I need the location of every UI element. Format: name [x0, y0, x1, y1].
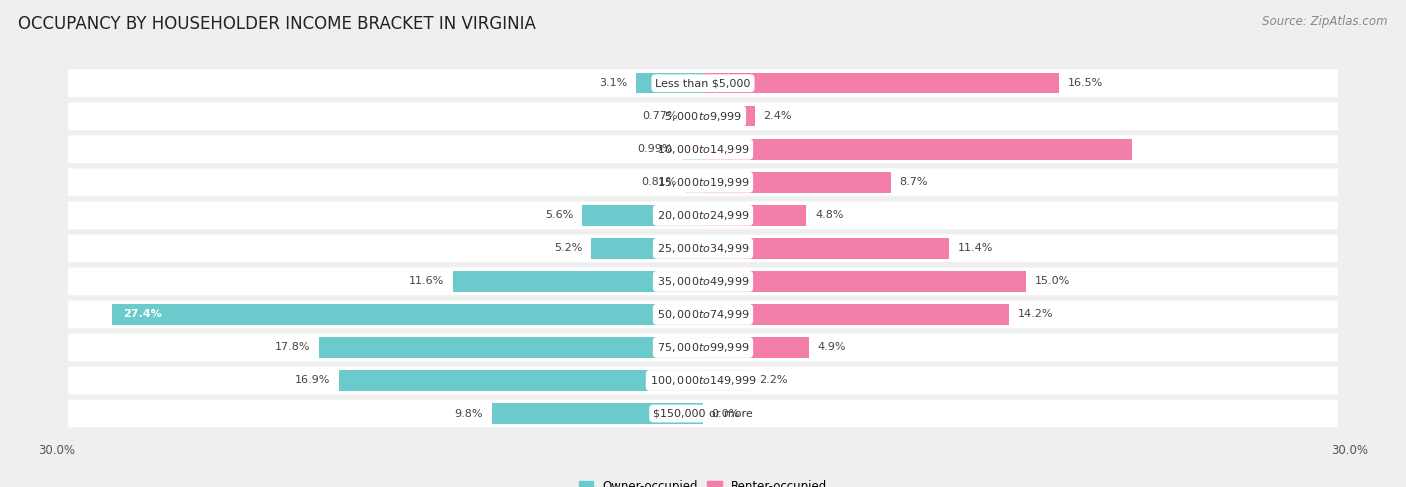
FancyBboxPatch shape [67, 267, 1339, 295]
Text: Less than $5,000: Less than $5,000 [655, 78, 751, 88]
Text: 0.81%: 0.81% [641, 177, 676, 187]
FancyBboxPatch shape [67, 69, 1339, 97]
Text: 5.2%: 5.2% [554, 244, 582, 253]
Bar [339, 370, 703, 391]
Text: 14.2%: 14.2% [1018, 309, 1053, 319]
FancyBboxPatch shape [67, 169, 1339, 196]
Text: $35,000 to $49,999: $35,000 to $49,999 [657, 275, 749, 288]
Bar [582, 205, 703, 225]
Bar [703, 73, 1059, 94]
Text: 8.7%: 8.7% [900, 177, 928, 187]
Text: 11.6%: 11.6% [409, 277, 444, 286]
Text: 2.2%: 2.2% [759, 375, 787, 386]
Text: $25,000 to $34,999: $25,000 to $34,999 [657, 242, 749, 255]
Legend: Owner-occupied, Renter-occupied: Owner-occupied, Renter-occupied [579, 480, 827, 487]
FancyBboxPatch shape [67, 102, 1339, 130]
Text: 17.8%: 17.8% [276, 342, 311, 353]
Text: 16.5%: 16.5% [1067, 78, 1102, 88]
Text: 15.0%: 15.0% [1035, 277, 1070, 286]
Text: 3.1%: 3.1% [599, 78, 627, 88]
Text: Source: ZipAtlas.com: Source: ZipAtlas.com [1263, 15, 1388, 28]
Bar [703, 106, 755, 127]
Text: $150,000 or more: $150,000 or more [654, 409, 752, 418]
Bar [112, 304, 703, 325]
Text: $75,000 to $99,999: $75,000 to $99,999 [657, 341, 749, 354]
Bar [591, 238, 703, 259]
Text: $15,000 to $19,999: $15,000 to $19,999 [657, 176, 749, 189]
Text: $20,000 to $24,999: $20,000 to $24,999 [657, 209, 749, 222]
Text: $100,000 to $149,999: $100,000 to $149,999 [650, 374, 756, 387]
Text: $50,000 to $74,999: $50,000 to $74,999 [657, 308, 749, 321]
FancyBboxPatch shape [67, 300, 1339, 328]
Bar [682, 139, 703, 160]
Text: 27.4%: 27.4% [124, 309, 162, 319]
FancyBboxPatch shape [67, 400, 1339, 428]
Bar [703, 370, 751, 391]
Text: 4.9%: 4.9% [817, 342, 846, 353]
Text: 5.6%: 5.6% [546, 210, 574, 220]
FancyBboxPatch shape [67, 367, 1339, 394]
Text: 16.9%: 16.9% [295, 375, 330, 386]
Bar [703, 205, 807, 225]
Text: 2.4%: 2.4% [763, 111, 792, 121]
Text: 0.0%: 0.0% [711, 409, 740, 418]
FancyBboxPatch shape [67, 334, 1339, 361]
Text: 0.99%: 0.99% [637, 144, 673, 154]
Bar [703, 271, 1026, 292]
Text: 4.8%: 4.8% [815, 210, 844, 220]
Text: $5,000 to $9,999: $5,000 to $9,999 [664, 110, 742, 123]
Bar [703, 337, 808, 358]
Text: 11.4%: 11.4% [957, 244, 993, 253]
Text: $10,000 to $14,999: $10,000 to $14,999 [657, 143, 749, 156]
Bar [703, 304, 1010, 325]
Bar [703, 139, 1132, 160]
Text: 19.9%: 19.9% [1140, 144, 1180, 154]
Bar [636, 73, 703, 94]
Text: 9.8%: 9.8% [454, 409, 484, 418]
Bar [686, 172, 703, 192]
Bar [453, 271, 703, 292]
FancyBboxPatch shape [67, 235, 1339, 262]
Bar [703, 172, 890, 192]
Text: OCCUPANCY BY HOUSEHOLDER INCOME BRACKET IN VIRGINIA: OCCUPANCY BY HOUSEHOLDER INCOME BRACKET … [18, 15, 536, 33]
Bar [686, 106, 703, 127]
Bar [703, 238, 949, 259]
FancyBboxPatch shape [67, 135, 1339, 163]
Bar [319, 337, 703, 358]
FancyBboxPatch shape [67, 202, 1339, 229]
Bar [492, 403, 703, 424]
Text: 0.77%: 0.77% [643, 111, 678, 121]
